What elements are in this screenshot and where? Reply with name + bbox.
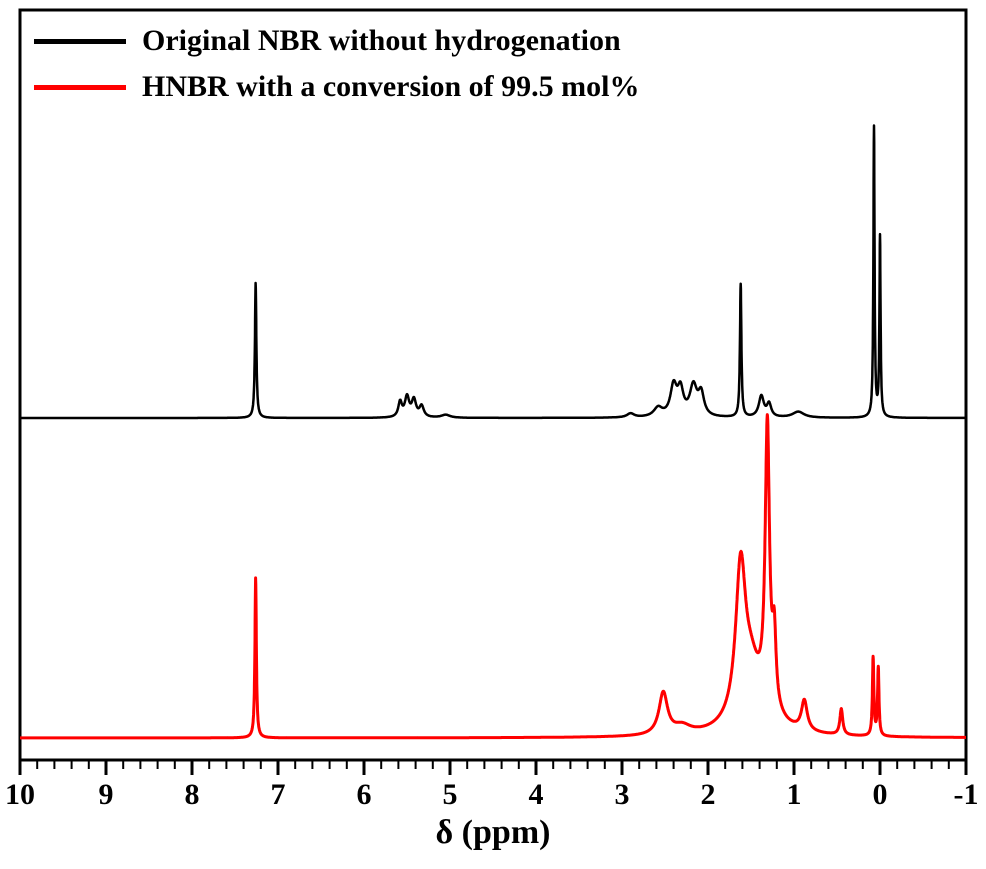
x-axis-tick-label: 8 [185,778,200,811]
x-axis-tick-label: 4 [529,778,544,811]
x-axis-tick-label: 2 [701,778,716,811]
hnbr-trace [18,413,968,740]
legend-label-hnbr: HNBR with a conversion of 99.5 mol% [142,70,640,103]
nbr-line-swatch [34,38,126,44]
x-axis-tick-label: 3 [615,778,630,811]
hnbr-line-swatch [34,84,126,90]
nbr-trace [18,124,968,420]
legend: Original NBR without hydrogenation HNBR … [34,18,640,110]
x-axis-tick-label: 7 [271,778,286,811]
x-axis-tick-label: 9 [99,778,114,811]
legend-item-hnbr: HNBR with a conversion of 99.5 mol% [34,64,640,110]
x-axis-title: δ (ppm) [435,814,551,851]
x-axis-tick-label: -1 [954,778,979,811]
legend-item-nbr: Original NBR without hydrogenation [34,18,640,64]
legend-label-nbr: Original NBR without hydrogenation [142,24,621,57]
plot-border [18,8,968,762]
x-axis-tick-label: 0 [873,778,888,811]
x-axis-tick-label: 10 [5,778,35,811]
x-axis-tick-label: 6 [357,778,372,811]
x-axis-tick-label: 5 [443,778,458,811]
x-axis-tick-label: 1 [787,778,802,811]
